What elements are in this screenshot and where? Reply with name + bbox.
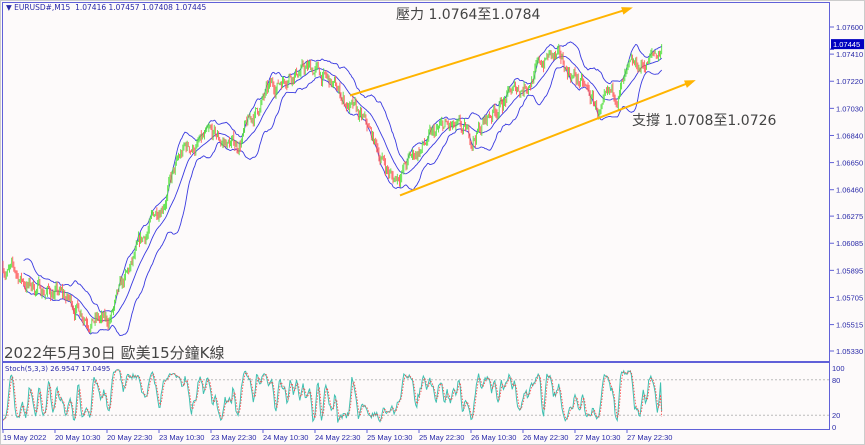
ohlc-values: 1.07416 1.07457 1.07408 1.07445 (75, 3, 207, 12)
support-trendline (399, 80, 694, 197)
time-tick-label: 23 May 22:30 (211, 433, 256, 442)
time-tick-label: 26 May 10:30 (471, 433, 516, 442)
symbol-header: ▼ EURUSD#,M15 1.07416 1.07457 1.07408 1.… (6, 3, 207, 12)
chart-title: 2022年5月30日 歐美15分鐘K線 (4, 344, 225, 362)
stoch-title: Stoch(5,3,3) 26.9547 17.0495 (5, 365, 111, 373)
support-label: 支撐 1.0708至1.0726 (632, 113, 777, 129)
time-tick-label: 27 May 22:30 (627, 433, 672, 442)
time-tick-label: 24 May 22:30 (315, 433, 360, 442)
price-tick-label: 1.06460 (836, 186, 863, 195)
time-tick-label: 23 May 10:30 (159, 433, 204, 442)
stochastic-lines (2, 369, 663, 423)
stoch-tick-label: 100 (832, 364, 845, 373)
time-tick-label: 20 May 10:30 (55, 433, 100, 442)
resistance-arrow-icon (621, 7, 633, 15)
price-tick-label: 1.07600 (836, 23, 863, 32)
price-tick-label: 1.05895 (836, 266, 863, 275)
price-tag-box (831, 39, 864, 50)
current-price-tag: 1.07445 (830, 39, 864, 50)
stoch-tick-label: 20 (832, 411, 840, 420)
time-tick-label: 19 May 2022 (3, 433, 46, 442)
candles (2, 43, 663, 334)
resistance-trendline (349, 7, 631, 97)
stoch-main-line (2, 369, 663, 423)
bollinger-upper-line (23, 41, 662, 313)
price-axis: 1.07600 1.07410 1.07220 1.07030 1.06840 1.066… (830, 23, 863, 356)
bollinger-middle-line (23, 55, 662, 322)
price-tag-label: 1.07445 (833, 40, 860, 49)
bollinger-bands (23, 41, 663, 337)
price-tick-label: 1.06840 (836, 131, 863, 140)
resistance-label: 壓力 1.0764至1.0784 (396, 7, 541, 23)
time-tick-label: 24 May 10:30 (263, 433, 308, 442)
price-tick-label: 1.07220 (836, 77, 863, 86)
price-tick-label: 1.06650 (836, 159, 863, 168)
time-tick-label: 25 May 22:30 (419, 433, 464, 442)
time-tick-label: 26 May 22:30 (523, 433, 568, 442)
trendlines (349, 7, 696, 197)
bollinger-lower-line (23, 65, 663, 337)
price-tick-label: 1.06085 (836, 239, 863, 248)
price-tick-label: 1.05330 (836, 347, 863, 356)
stoch-tick-label: 0 (832, 423, 836, 432)
price-tick-label: 1.06275 (836, 212, 863, 221)
price-tick-label: 1.05515 (836, 321, 863, 330)
time-axis: 19 May 2022 20 May 10:30 20 May 22:30 23 Ma… (2, 430, 672, 442)
time-tick-label: 27 May 10:30 (575, 433, 620, 442)
support-arrow-icon (684, 80, 696, 88)
price-tick-label: 1.07410 (836, 50, 863, 59)
time-tick-label: 20 May 22:30 (107, 433, 152, 442)
time-tick-label: 25 May 10:30 (367, 433, 412, 442)
stoch-tick-label: 80 (832, 376, 840, 385)
symbol: EURUSD#,M15 (14, 3, 71, 12)
stoch-signal-line (2, 369, 663, 421)
price-tick-label: 1.05705 (836, 293, 863, 302)
price-tick-label: 1.07030 (836, 104, 863, 113)
